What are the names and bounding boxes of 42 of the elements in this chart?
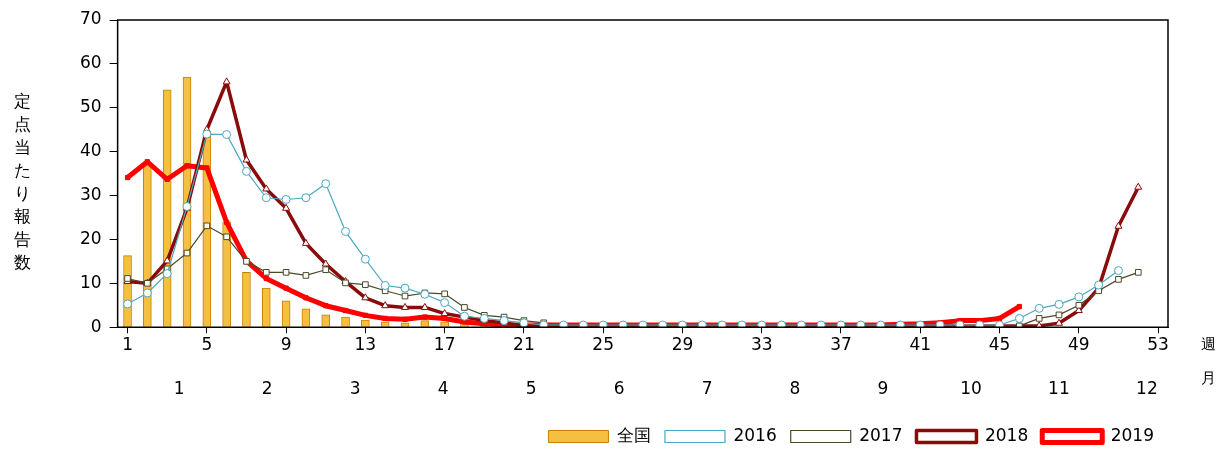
legend-label: 2019	[1110, 424, 1154, 445]
x2-tick-label: 6	[613, 378, 625, 399]
x-tick-label: 21	[513, 333, 535, 354]
x2-tick-label: 10	[960, 378, 982, 399]
x-tick-label: 53	[1147, 333, 1169, 354]
x-tick-label: 29	[671, 333, 694, 354]
y-tick-label: 0	[90, 315, 102, 336]
y-axis-title: 定点当たり報告数	[12, 90, 32, 274]
x-tick-label: 13	[354, 333, 377, 354]
x2-tick-label: 2	[261, 378, 273, 399]
legend-label: 2016	[733, 424, 777, 445]
x2-tick-label: 7	[701, 378, 713, 399]
x-tick-label: 1	[122, 333, 133, 354]
x-tick-label: 25	[592, 333, 614, 354]
legend-label: 2018	[984, 424, 1029, 445]
x2-tick-label: 1	[173, 378, 185, 399]
y-tick-label: 20	[79, 227, 102, 248]
x2-tick-label: 5	[525, 378, 537, 399]
x-tick-label: 49	[1068, 333, 1090, 354]
x2-tick-label: 8	[789, 378, 801, 399]
x2-tick-label: 9	[877, 378, 889, 399]
x-tick-label: 9	[280, 333, 292, 354]
y-tick-label: 70	[79, 8, 102, 29]
x2-tick-label: 12	[1136, 378, 1158, 399]
x2-tick-label: 11	[1048, 378, 1070, 399]
x-tick-label: 5	[201, 333, 213, 354]
y-tick-label: 50	[79, 96, 102, 117]
legend-label: 2017	[859, 424, 903, 445]
x-tick-label: 41	[909, 333, 932, 354]
y-tick-label: 30	[79, 183, 102, 204]
x-axis-title: 週	[1200, 335, 1216, 354]
x2-tick-label: 4	[437, 378, 449, 399]
x-tick-label: 45	[988, 333, 1011, 354]
x2-axis-title: 月	[1200, 369, 1216, 388]
y-tick-label: 40	[79, 140, 102, 161]
x-tick-label: 37	[830, 333, 852, 354]
x-tick-label: 17	[433, 333, 456, 354]
y-tick-label: 10	[79, 271, 102, 292]
legend-label: 全国	[616, 424, 651, 445]
x2-tick-label: 3	[349, 378, 361, 399]
y-tick-label: 60	[79, 52, 102, 73]
x-tick-label: 33	[750, 333, 773, 354]
